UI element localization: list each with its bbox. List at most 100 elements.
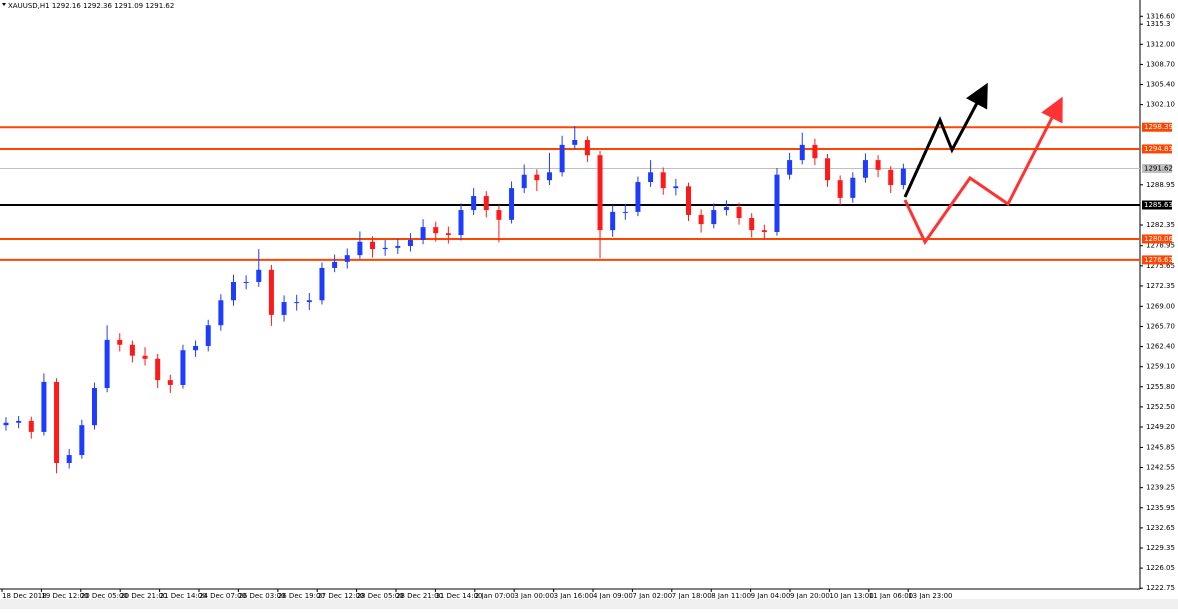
x-tick-label: 28 Dec 05:00 [357, 592, 404, 600]
candle-body [736, 207, 742, 218]
candle-body [458, 210, 464, 236]
y-tick-label: 1282.35 [1146, 221, 1175, 229]
candle-body [357, 241, 363, 256]
forecast-arrow [903, 96, 1063, 245]
level-label: 1276.62 [1144, 256, 1173, 264]
y-tick-label: 1275.65 [1146, 262, 1175, 270]
candle-body [673, 186, 679, 189]
candle-body [91, 388, 97, 426]
candle-body [117, 339, 123, 345]
candle-body [711, 210, 717, 225]
candle-body [660, 172, 666, 189]
level-label-box [1142, 164, 1172, 174]
candle-body [306, 300, 312, 303]
candle-body [521, 174, 527, 189]
y-tick-label: 1242.55 [1146, 464, 1175, 472]
candle-body [597, 155, 603, 231]
y-tick-label: 1265.70 [1146, 322, 1175, 330]
level-label-box [1142, 200, 1172, 210]
candle-body [407, 239, 413, 247]
level-label-box [1142, 122, 1172, 132]
candle-body [483, 196, 489, 211]
y-tick-label: 1255.80 [1146, 383, 1175, 391]
y-tick-label: 1259.10 [1146, 363, 1175, 371]
x-tick-label: 20 Dec 05:00 [81, 592, 128, 600]
level-label-box [1142, 144, 1172, 154]
x-tick-label: 21 Dec 14:00 [160, 592, 207, 600]
candle-body [79, 425, 85, 456]
x-tick-label: 31 Dec 14:00 [435, 592, 482, 600]
y-tick-label: 1232.65 [1146, 524, 1175, 532]
candle-body [546, 172, 552, 181]
candle-body [622, 211, 628, 213]
x-tick-label: 4 Jan 09:00 [593, 592, 633, 600]
candle-body [155, 358, 161, 381]
x-tick-label: 24 Dec 07:00 [199, 592, 246, 600]
candle-body [193, 345, 199, 351]
candle-body [825, 158, 831, 181]
candle-body [167, 380, 173, 385]
x-tick-label: 26 Dec 03:00 [238, 592, 285, 600]
x-tick-label: 26 Dec 19:00 [278, 592, 325, 600]
candle-body [635, 182, 641, 212]
y-tick-label: 1316.60 [1146, 12, 1175, 20]
candle-body [3, 422, 9, 426]
y-tick-label: 1245.85 [1146, 443, 1175, 451]
level-label: 1291.62 [1144, 165, 1173, 173]
level-label: 1298.39 [1144, 123, 1173, 131]
x-tick-label: 9 Jan 04:00 [751, 592, 791, 600]
candle-body [28, 420, 34, 432]
forecast-arrow [903, 82, 988, 198]
y-tick-label: 1288.95 [1146, 181, 1175, 189]
candle-body [243, 281, 249, 283]
candle-body [142, 355, 148, 359]
x-tick-label: 28 Dec 21:00 [396, 592, 443, 600]
chart-title: XAUUSD,H1 1292.16 1292.36 1291.09 1291.6… [8, 2, 174, 10]
candle-body [66, 455, 72, 463]
x-tick-label: 13 Jan 23:00 [908, 592, 952, 600]
y-tick-label: 1239.25 [1146, 484, 1175, 492]
candle-body [837, 180, 843, 198]
y-tick-label: 1262.40 [1146, 343, 1175, 351]
level-label: 1280.06 [1144, 235, 1173, 243]
candle-body [382, 247, 388, 250]
candle-body [268, 269, 274, 315]
x-tick-label: 9 Jan 20:00 [790, 592, 830, 600]
candle-body [54, 381, 60, 463]
y-tick-label: 1229.35 [1146, 544, 1175, 552]
candle-body [370, 241, 376, 250]
y-tick-label: 1272.35 [1146, 282, 1175, 290]
candle-body [41, 381, 47, 432]
y-tick-label: 1305.40 [1146, 81, 1175, 89]
candle-body [900, 168, 906, 186]
candle-body [344, 255, 350, 262]
candle-body [180, 350, 186, 385]
candle-body [686, 186, 691, 215]
candle-body [584, 139, 590, 156]
y-tick-label: 1302.10 [1146, 101, 1175, 109]
y-tick-label: 1235.95 [1146, 504, 1175, 512]
x-tick-label: 3 Jan 00:00 [514, 592, 554, 600]
y-tick-label: 1249.20 [1146, 423, 1175, 431]
candle-body [433, 227, 439, 234]
candle-body [572, 139, 578, 145]
candle-body [749, 217, 755, 231]
y-tick-label: 1278.95 [1146, 242, 1175, 250]
candle-body [698, 214, 704, 225]
candle-body [231, 281, 236, 301]
candle-body [445, 233, 451, 236]
candle-body [875, 160, 881, 170]
x-tick-label: 19 Dec 12:00 [41, 592, 88, 600]
candle-body [888, 169, 894, 186]
x-tick-label: 2 Jan 07:00 [475, 592, 515, 600]
candle-body [16, 420, 22, 423]
x-tick-label: 11 Jan 06:00 [869, 592, 913, 600]
level-label: 1285.63 [1144, 201, 1173, 209]
candle-body [420, 227, 426, 240]
candle-body [534, 174, 540, 181]
title-icon [2, 3, 6, 6]
candle-body [559, 144, 565, 173]
candle-body [104, 339, 110, 389]
y-tick-label: 1315.3 [1146, 20, 1171, 28]
